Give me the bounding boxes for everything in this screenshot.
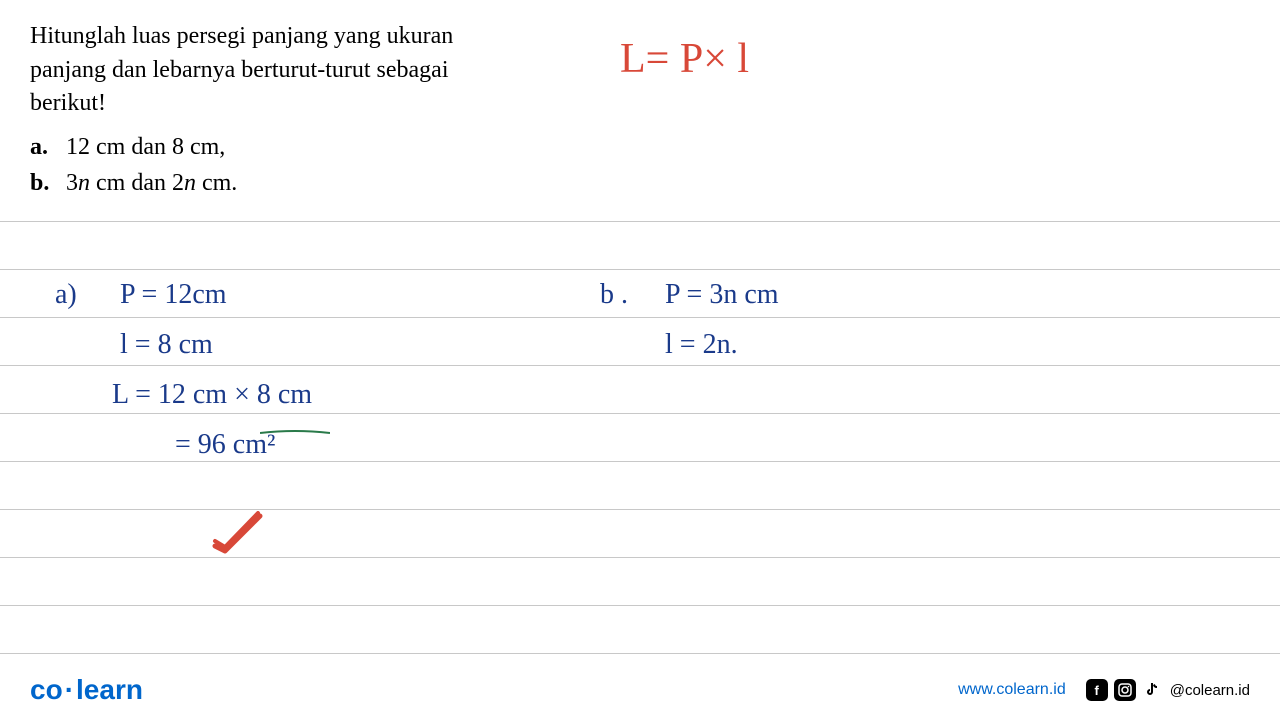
rule-line	[0, 653, 1280, 654]
option-a: a. 12 cm dan 8 cm,	[30, 129, 1250, 165]
footer: co·learn www.colearn.id f @colearn.id	[0, 660, 1280, 720]
rule-line	[0, 557, 1280, 558]
ruled-paper-area: a) P = 12cm l = 8 cm L = 12 cm × 8 cm = …	[0, 221, 1280, 701]
rule-line	[0, 269, 1280, 270]
hw-a-line3: L = 12 cm × 8 cm	[112, 381, 312, 409]
rule-line	[0, 317, 1280, 318]
footer-right: www.colearn.id f @colearn.id	[958, 679, 1250, 701]
hw-b-line1: P = 3n cm	[665, 281, 779, 309]
option-b-label: b.	[30, 165, 60, 201]
rule-line	[0, 365, 1280, 366]
tiktok-icon[interactable]	[1142, 679, 1164, 701]
social-group: f @colearn.id	[1086, 679, 1250, 701]
rule-line	[0, 221, 1280, 222]
question-options: a. 12 cm dan 8 cm, b. 3n cm dan 2n cm.	[30, 129, 1250, 201]
rule-line	[0, 605, 1280, 606]
instagram-icon[interactable]	[1114, 679, 1136, 701]
option-b-text: 3n cm dan 2n cm.	[66, 170, 237, 196]
hw-b-line2: l = 2n.	[665, 331, 738, 359]
logo-part2: learn	[76, 674, 143, 705]
hw-b-label: b .	[600, 281, 628, 309]
social-handle: @colearn.id	[1170, 682, 1250, 699]
option-b: b. 3n cm dan 2n cm.	[30, 165, 1250, 201]
rule-line	[0, 509, 1280, 510]
formula: L= P× l	[620, 35, 749, 83]
option-a-text: 12 cm dan 8 cm,	[66, 134, 225, 160]
underline-icon	[260, 429, 330, 437]
rule-line	[0, 461, 1280, 462]
logo-dot: ·	[65, 674, 74, 706]
rule-line	[0, 413, 1280, 414]
checkmark-icon	[210, 511, 270, 556]
hw-a-line1: P = 12cm	[120, 281, 227, 309]
question-text: Hitunglah luas persegi panjang yang ukur…	[30, 20, 510, 121]
logo: co·learn	[30, 674, 143, 706]
website-link[interactable]: www.colearn.id	[958, 681, 1066, 699]
logo-part1: co	[30, 674, 63, 705]
hw-a-line2: l = 8 cm	[120, 331, 213, 359]
option-a-label: a.	[30, 129, 60, 165]
hw-a-label: a)	[55, 281, 77, 309]
facebook-icon[interactable]: f	[1086, 679, 1108, 701]
